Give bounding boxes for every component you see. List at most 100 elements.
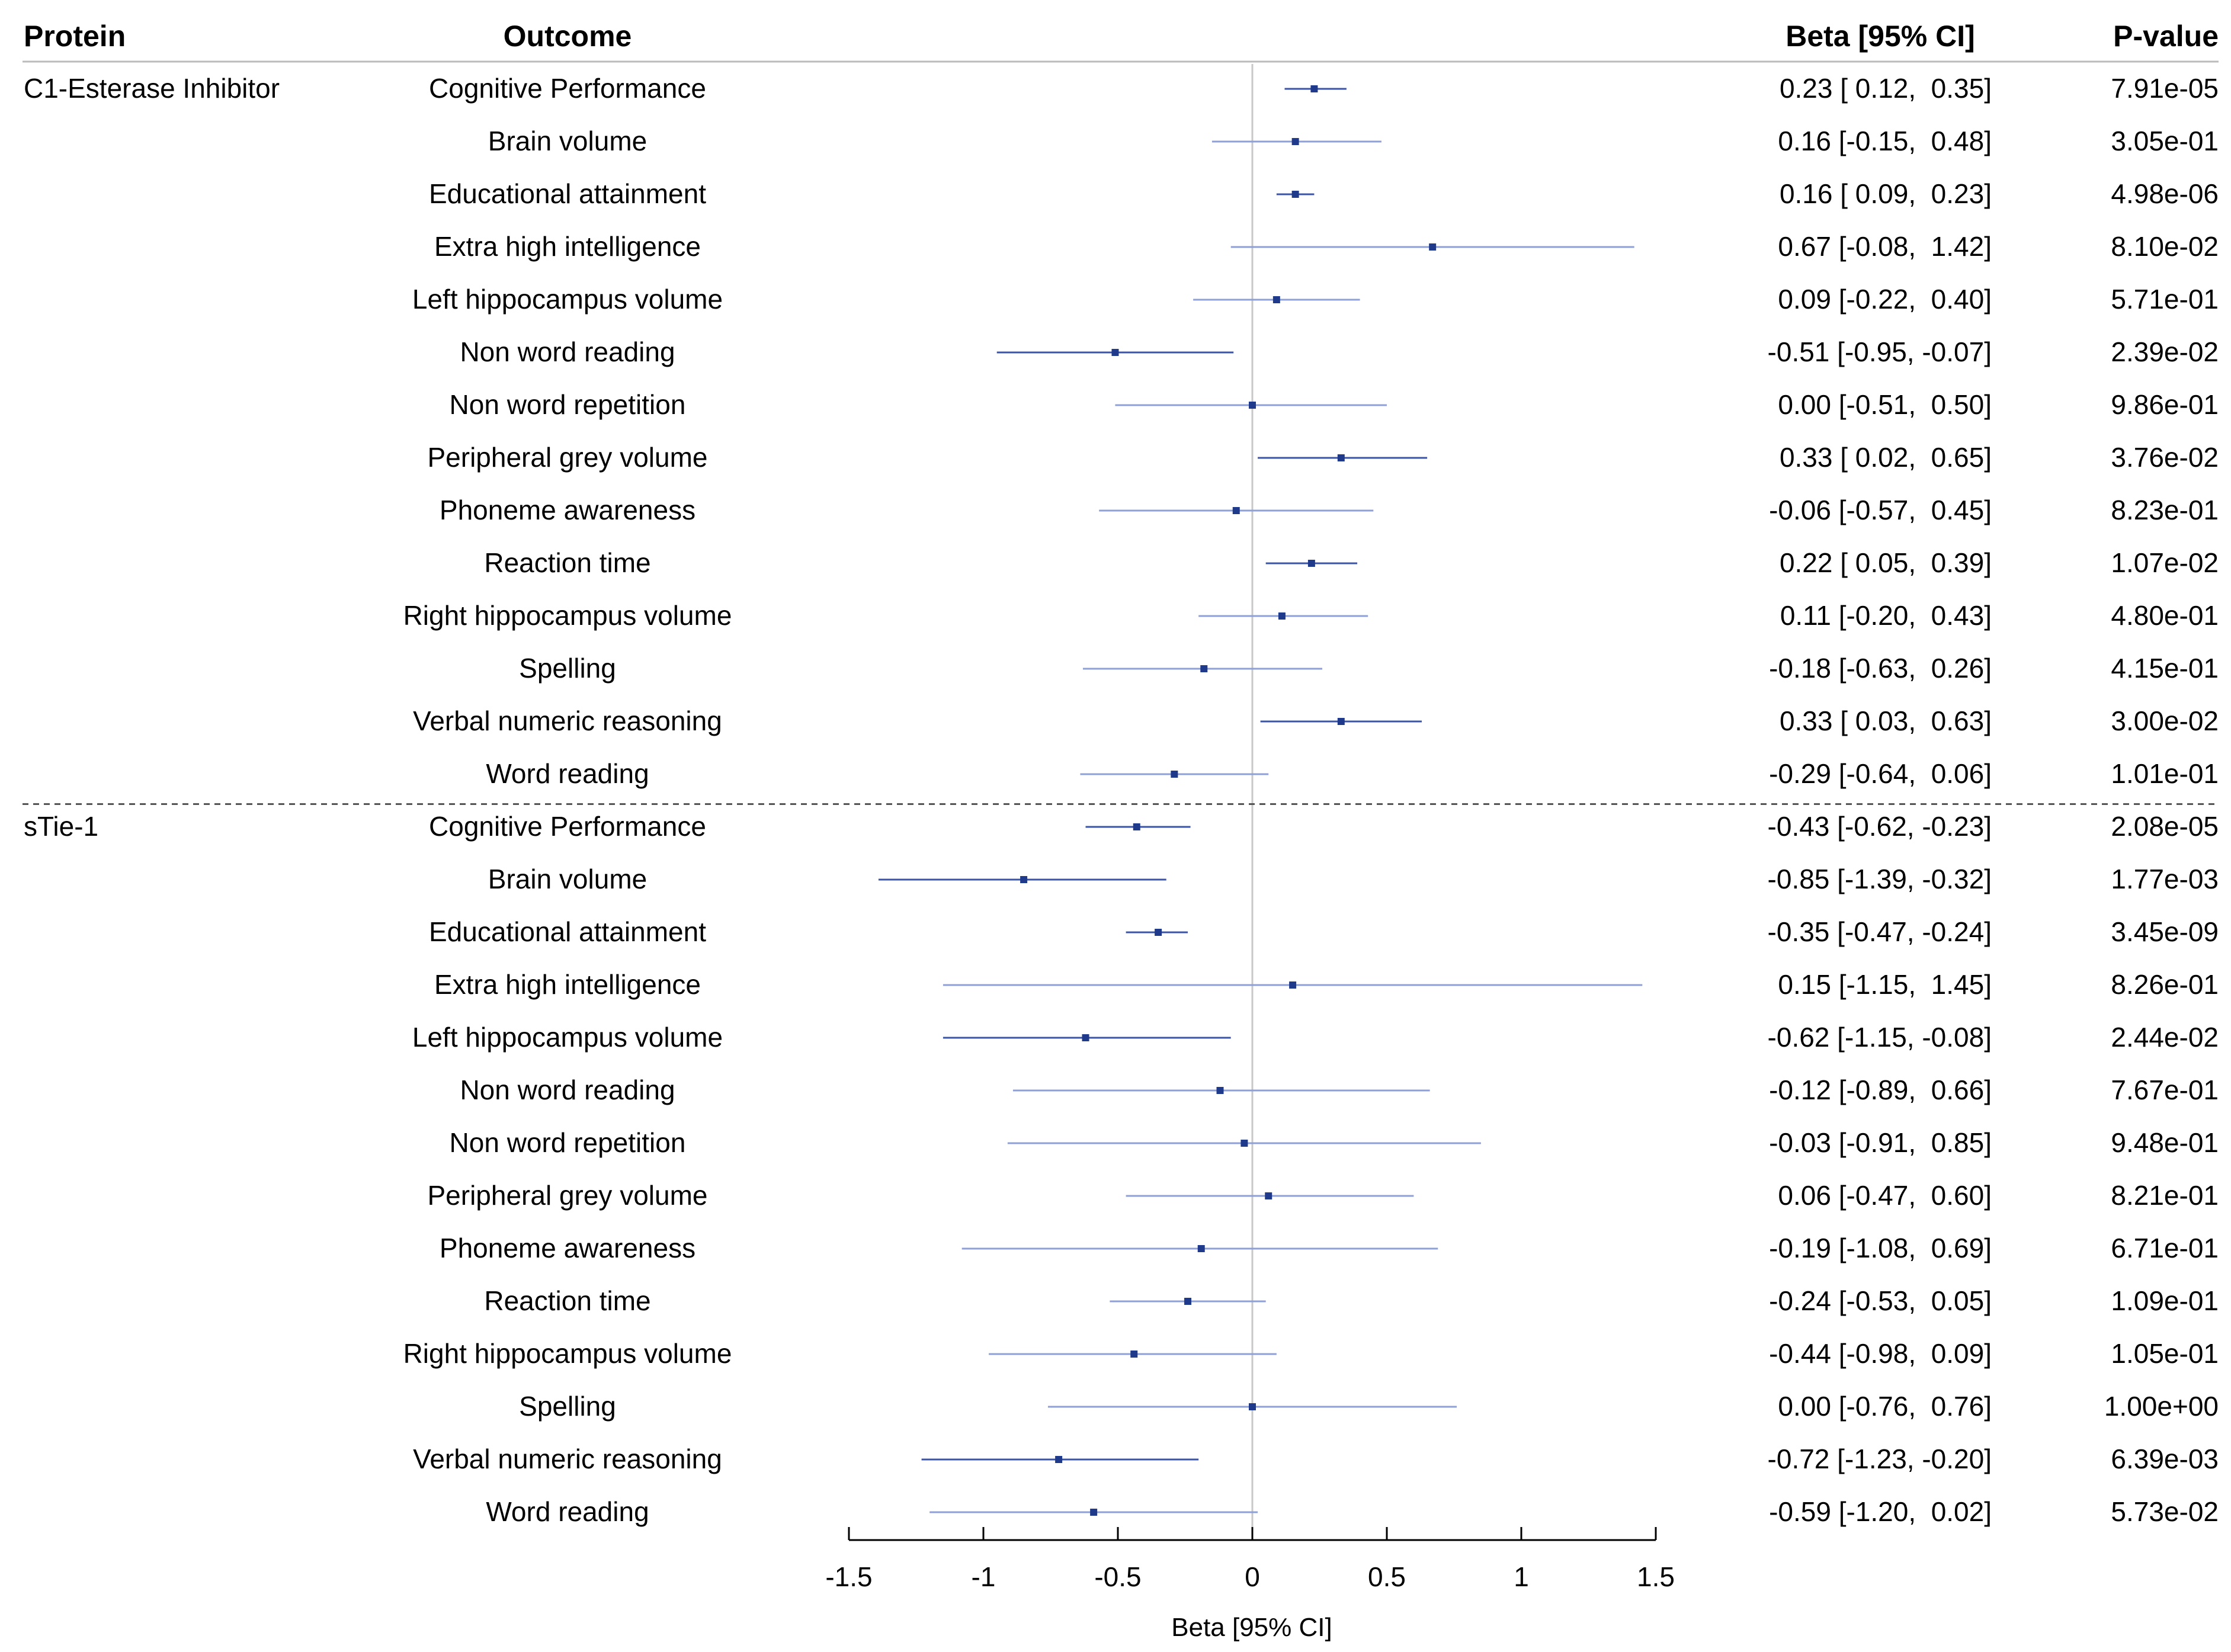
p-value: 1.07e-02 [2111,547,2219,578]
table-row: Peripheral grey volume 0.33 [ 0.02, 0.65]… [427,442,2219,473]
outcome-label: Verbal numeric reasoning [413,705,722,736]
x-tick-label: 1.5 [1637,1561,1675,1592]
point-estimate [1249,402,1256,409]
beta-ci-value: 0.06 [-0.47, 0.60] [1778,1180,1992,1211]
point-estimate [1291,191,1299,198]
p-value: 2.39e-02 [2111,336,2219,367]
p-value: 4.98e-06 [2111,178,2219,209]
outcome-label: Phoneme awareness [440,495,695,525]
beta-ci-value: -0.62 [-1.15, -0.08] [1768,1022,1992,1053]
protein-label: sTie-1 [24,811,98,842]
point-estimate [1055,1456,1063,1463]
outcome-label: Phoneme awareness [440,1233,695,1263]
beta-ci-value: -0.43 [-0.62, -0.23] [1768,811,1992,842]
table-row: Educational attainment -0.35 [-0.47, -0.2… [429,916,2219,947]
table-row: Left hippocampus volume 0.09 [-0.22, 0.40… [412,284,2219,315]
p-value: 8.23e-01 [2111,495,2219,525]
beta-ci-value: -0.51 [-0.95, -0.07] [1768,336,1992,367]
beta-ci-value: -0.29 [-0.64, 0.06] [1769,758,1992,789]
table-row: Verbal numeric reasoning -0.72 [-1.23, -0… [413,1444,2219,1474]
point-estimate [1310,85,1318,92]
beta-ci-value: 0.15 [-1.15, 1.45] [1778,969,1992,1000]
point-estimate [1184,1298,1192,1305]
point-estimate [1249,1403,1256,1410]
beta-ci-value: 0.16 [-0.15, 0.48] [1778,126,1992,156]
beta-ci-value: -0.85 [-1.39, -0.32] [1768,864,1992,894]
point-estimate [1111,349,1119,356]
outcome-label: Non word reading [460,336,675,367]
x-tick-label: 0 [1245,1561,1260,1592]
table-row: Left hippocampus volume -0.62 [-1.15, -0.… [412,1022,2219,1053]
beta-ci-value: 0.00 [-0.76, 0.76] [1778,1391,1992,1422]
outcome-label: Spelling [519,653,616,684]
p-value: 7.91e-05 [2111,73,2219,104]
outcome-label: Educational attainment [429,916,706,947]
x-axis-label: Beta [95% CI] [1171,1613,1332,1642]
p-value: 6.39e-03 [2111,1444,2219,1474]
outcome-label: Brain volume [488,864,647,894]
outcome-label: Cognitive Performance [429,73,706,104]
x-tick-label: 0.5 [1368,1561,1406,1592]
table-row: Educational attainment 0.16 [ 0.09, 0.23]… [429,178,2219,209]
beta-ci-value: 0.33 [ 0.02, 0.65] [1780,442,1992,473]
outcome-label: Right hippocampus volume [403,600,732,631]
table-row: Reaction time 0.22 [ 0.05, 0.39] 1.07e-02 [484,547,2219,578]
p-value: 5.73e-02 [2111,1496,2219,1527]
beta-ci-value: 0.11 [-0.20, 0.43] [1780,600,1992,631]
point-estimate [1216,1087,1224,1094]
point-estimate [1171,771,1178,778]
table-row: Brain volume 0.16 [-0.15, 0.48] 3.05e-01 [488,126,2219,156]
point-estimate [1337,718,1345,725]
beta-ci-value: 0.33 [ 0.03, 0.63] [1780,705,1992,736]
table-row: Non word reading -0.51 [-0.95, -0.07] 2.39… [460,336,2219,367]
p-value: 2.08e-05 [2111,811,2219,842]
outcome-label: Reaction time [484,547,650,578]
point-estimate [1265,1192,1272,1199]
beta-ci-value: -0.12 [-0.89, 0.66] [1769,1074,1992,1105]
table-row: Right hippocampus volume 0.11 [-0.20, 0.4… [403,600,2219,631]
point-estimate [1133,823,1140,830]
table-row: Extra high intelligence 0.15 [-1.15, 1.45… [434,969,2219,1000]
point-estimate [1232,507,1240,514]
point-estimate [1197,1245,1205,1252]
table-row: Peripheral grey volume 0.06 [-0.47, 0.60]… [427,1180,2219,1211]
table-row: Brain volume -0.85 [-1.39, -0.32] 1.77e-03 [488,864,2219,894]
table-row: Phoneme awareness -0.06 [-0.57, 0.45] 8.23… [440,495,2219,525]
p-value: 3.05e-01 [2111,126,2219,156]
table-row: C1-Esterase Inhibitor Cognitive Performan… [24,73,2219,104]
point-estimate [1155,929,1162,936]
outcome-label: Educational attainment [429,178,706,209]
point-estimate [1429,243,1437,251]
p-value: 5.71e-01 [2111,284,2219,315]
p-value: 4.80e-01 [2111,600,2219,631]
outcome-label: Reaction time [484,1285,650,1316]
point-estimate [1307,560,1315,567]
header-outcome: Outcome [504,20,632,53]
outcome-label: Left hippocampus volume [412,284,723,315]
p-value: 4.15e-01 [2111,653,2219,684]
outcome-label: Brain volume [488,126,647,156]
header-p-value: P-value [2113,20,2219,53]
outcome-label: Extra high intelligence [434,969,701,1000]
table-row: Phoneme awareness -0.19 [-1.08, 0.69] 6.71… [440,1233,2219,1263]
point-estimate [1020,876,1028,883]
beta-ci-value: 0.22 [ 0.05, 0.39] [1780,547,1992,578]
table-row: Non word repetition -0.03 [-0.91, 0.85] 9.… [450,1127,2219,1158]
table-row: Spelling 0.00 [-0.76, 0.76] 1.00e+00 [519,1391,2219,1422]
table-row: Non word reading -0.12 [-0.89, 0.66] 7.67e… [460,1074,2219,1105]
table-row: Spelling -0.18 [-0.63, 0.26] 4.15e-01 [519,653,2219,684]
x-tick-label: -0.5 [1094,1561,1141,1592]
p-value: 8.10e-02 [2111,231,2219,262]
outcome-label: Peripheral grey volume [427,1180,707,1211]
beta-ci-value: -0.06 [-0.57, 0.45] [1769,495,1992,525]
p-value: 9.48e-01 [2111,1127,2219,1158]
table-row: Right hippocampus volume -0.44 [-0.98, 0.… [403,1338,2219,1369]
protein-label: C1-Esterase Inhibitor [24,73,280,104]
p-value: 3.45e-09 [2111,916,2219,947]
outcome-label: Non word repetition [450,1127,686,1158]
point-estimate [1240,1140,1248,1147]
point-estimate [1090,1509,1098,1516]
beta-ci-value: -0.35 [-0.47, -0.24] [1768,916,1992,947]
table-row: Non word repetition 0.00 [-0.51, 0.50] 9.8… [450,389,2219,420]
